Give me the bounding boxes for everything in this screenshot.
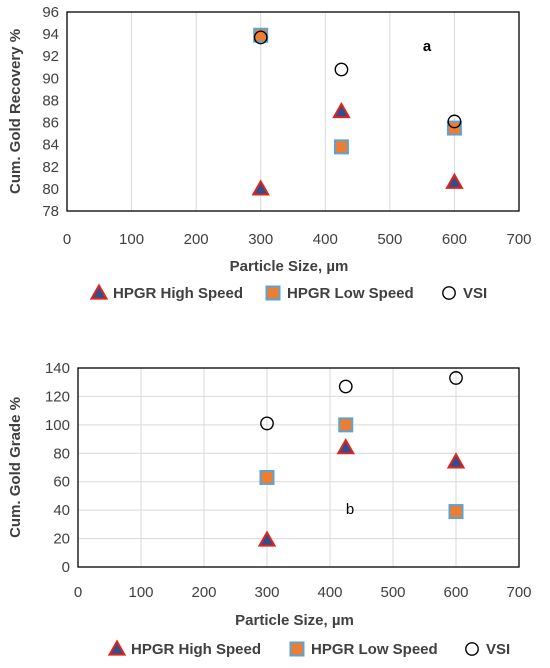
data-point-triangle — [332, 101, 351, 119]
y-tick-label: 84 — [42, 137, 59, 154]
legend: HPGR High Speed HPGR Low Speed VSI — [89, 283, 487, 302]
legend-square-marker — [289, 641, 305, 657]
panel-label: b — [346, 501, 354, 518]
y-tick-label: 82 — [42, 159, 59, 176]
legend-triangle-marker — [107, 639, 127, 656]
x-tick-label: 0 — [74, 584, 82, 601]
y-tick-label: 140 — [45, 360, 70, 377]
data-point-circle — [334, 62, 349, 77]
y-tick-label: 88 — [42, 92, 59, 109]
x-tick-label: 400 — [313, 231, 338, 248]
legend-triangle-marker — [89, 283, 109, 300]
y-tick-label: 90 — [42, 70, 59, 87]
legend-label: VSI — [463, 285, 487, 302]
panel-label: a — [423, 38, 432, 55]
legend-label: HPGR Low Speed — [287, 285, 414, 302]
series-triangle — [257, 438, 466, 547]
legend-label: HPGR Low Speed — [311, 641, 438, 658]
y-tick-label: 92 — [42, 48, 59, 65]
y-axis-title: Cum. Gold Recovery % — [7, 29, 24, 194]
legend-circle-marker — [465, 642, 479, 656]
x-tick-label: 600 — [442, 231, 467, 248]
data-point-square — [333, 139, 349, 155]
data-point-triangle — [336, 438, 355, 455]
data-point-triangle — [446, 452, 466, 469]
data-point-circle — [253, 30, 268, 45]
data-point-triangle — [257, 530, 277, 547]
y-axis-title: Cum. Gold Grade % — [7, 397, 24, 538]
legend-label: VSI — [486, 641, 510, 658]
x-tick-label: 300 — [254, 584, 279, 601]
y-tick-label: 78 — [42, 203, 59, 220]
legend-circle-marker — [442, 286, 456, 300]
data-point-circle — [260, 416, 274, 431]
y-tick-label: 96 — [42, 4, 59, 21]
x-tick-label: 700 — [506, 584, 531, 601]
plot-area-frame — [66, 11, 520, 212]
x-tick-label: 200 — [191, 584, 216, 601]
y-tick-label: 100 — [45, 417, 70, 434]
x-tick-label: 100 — [128, 584, 153, 601]
x-tick-label: 200 — [184, 231, 209, 248]
x-tick-label: 500 — [380, 584, 405, 601]
chart-panel-a: 0 100 200 300 400 500 600 700 78 80 82 84 86 88 90 92 94… — [7, 4, 532, 302]
chart-panel-b: 0 100 200 300 400 500 600 700 0 20 40 60 80 100 120 140… — [7, 360, 532, 658]
plot-area-frame — [77, 367, 520, 568]
data-point-triangle — [445, 172, 464, 189]
data-point-circle — [447, 114, 462, 129]
legend-square-marker — [265, 285, 281, 301]
x-tick-label: 0 — [63, 231, 71, 248]
y-tick-label: 0 — [62, 559, 70, 576]
data-point-square — [338, 417, 354, 433]
x-tick-label: 400 — [317, 584, 342, 601]
x-axis-title: Particle Size, µm — [230, 258, 349, 275]
data-point-circle — [449, 371, 463, 385]
y-tick-label: 20 — [53, 531, 70, 548]
y-tick-label: 120 — [45, 388, 70, 405]
x-axis-title: Particle Size, µm — [235, 612, 354, 629]
series-triangle — [251, 101, 464, 196]
series-circle — [260, 371, 463, 431]
series-circle — [253, 30, 462, 129]
y-tick-label: 86 — [42, 115, 59, 132]
data-point-circle — [338, 379, 353, 394]
y-tick-label: 80 — [53, 445, 70, 462]
series-square — [259, 417, 464, 520]
x-tick-label: 700 — [506, 231, 531, 248]
legend-label: HPGR High Speed — [113, 285, 243, 302]
legend: HPGR High Speed HPGR Low Speed VSI — [107, 639, 510, 658]
y-tick-label: 94 — [42, 26, 59, 43]
data-point-square — [448, 504, 464, 520]
legend-label: HPGR High Speed — [131, 641, 261, 658]
x-tick-label: 100 — [119, 231, 144, 248]
x-tick-label: 600 — [443, 584, 468, 601]
y-tick-label: 40 — [53, 502, 70, 519]
y-tick-label: 60 — [53, 474, 70, 491]
x-tick-label: 500 — [377, 231, 402, 248]
data-point-square — [259, 469, 275, 485]
y-tick-label: 80 — [42, 181, 59, 198]
data-point-triangle — [251, 179, 270, 196]
x-tick-label: 300 — [248, 231, 273, 248]
